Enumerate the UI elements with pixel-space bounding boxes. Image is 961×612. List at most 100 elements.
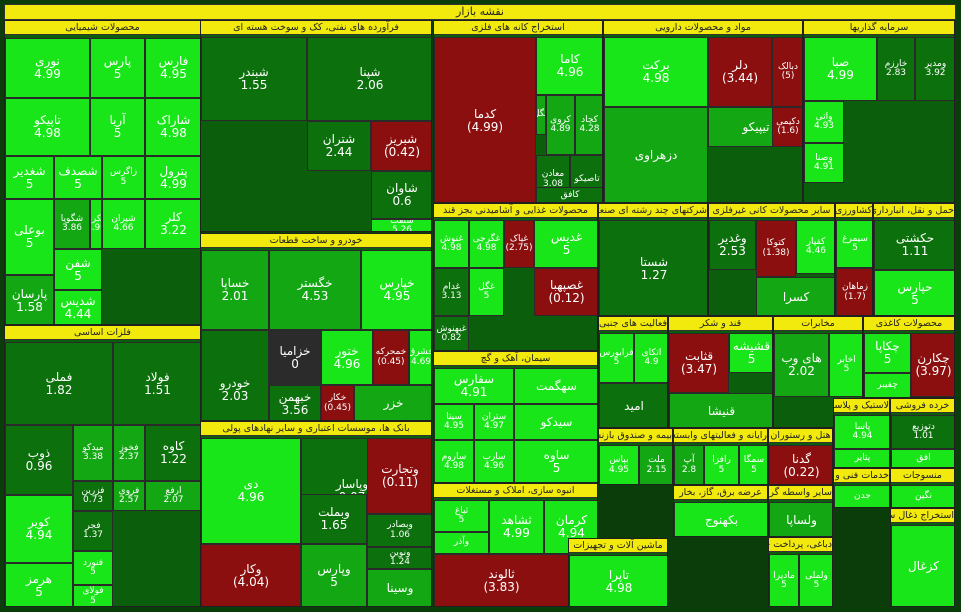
tile-شتران[interactable]: شتران 2.44	[307, 121, 371, 171]
tile-ولساپا[interactable]: ولساپا	[769, 502, 832, 536]
tile-واتی[interactable]: واتی 4.93	[804, 101, 844, 143]
tile-وغدیر[interactable]: وغدیر 2.53	[709, 220, 756, 270]
tile-غدام[interactable]: غدام 3.13	[434, 268, 469, 316]
tile-ثشاهد[interactable]: ثشاهد 4.99	[489, 500, 544, 554]
tile-نگین[interactable]: نگین	[891, 485, 954, 507]
tile-برکت[interactable]: برکت 4.98	[604, 37, 708, 107]
tile-پاسا[interactable]: پاسا 4.94	[834, 415, 889, 449]
tile-شفن[interactable]: شفن 5	[54, 249, 102, 290]
tile-مادیرا[interactable]: مادیرا 5	[769, 554, 799, 606]
tile-کچاد[interactable]: کچاد 4.28	[575, 95, 602, 155]
tile-غبهنوش[interactable]: غبهنوش 0.82	[434, 316, 469, 350]
tile-خپارس[interactable]: خپارس 4.95	[361, 250, 431, 330]
tile-سارب[interactable]: سارب 4.96	[474, 440, 514, 482]
tile-فرابورس[interactable]: فرابورس 5	[599, 333, 634, 383]
tile-چکاپا[interactable]: چکاپا 5	[864, 333, 911, 373]
tile-خبهمن[interactable]: خبهمن 3.56	[269, 385, 321, 420]
tile-ونوین[interactable]: ونوین 1.24	[367, 547, 431, 569]
tile-قثابت[interactable]: قثابت (3.47)	[669, 333, 729, 393]
tile-شاراک[interactable]: شاراک 4.98	[145, 98, 200, 156]
tile-خگستر[interactable]: خگستر 4.53	[269, 250, 361, 330]
tile-شاوان[interactable]: شاوان 0.6	[371, 171, 431, 219]
tile-تاپیکو[interactable]: تاپیکو 4.98	[5, 98, 90, 156]
tile-دزهراوی[interactable]: دزهراوی	[604, 107, 708, 202]
tile-قنیشا[interactable]: قنیشا	[669, 393, 772, 427]
tile-خمحرکه[interactable]: خمحرکه (0.45)	[373, 330, 409, 385]
tile-شگویا[interactable]: شگویا 3.86	[54, 199, 90, 249]
tile-فجر[interactable]: فجر 1.37	[73, 511, 113, 551]
tile-دلر[interactable]: دلر (3.44)	[708, 37, 772, 107]
tile-فولای[interactable]: فولای 5	[73, 585, 113, 606]
tile-زاگرس[interactable]: زاگرس 5	[102, 156, 145, 199]
tile-خودرو[interactable]: خودرو 2.03	[201, 330, 269, 420]
tile-ومدیر[interactable]: ومدیر 3.92	[915, 37, 954, 101]
tile-ساروم[interactable]: ساروم 4.98	[434, 440, 474, 482]
tile-شنفت[interactable]: شنفت 5.26	[371, 219, 431, 231]
tile-جدن[interactable]: جدن	[834, 485, 889, 507]
tile-پتایر[interactable]: پتایر	[834, 449, 889, 467]
tile-غصپهبا[interactable]: غصپهبا (0.12)	[534, 268, 597, 316]
tile-کافق[interactable]: کافق	[536, 187, 602, 202]
tile-شیران[interactable]: شیران 4.66	[102, 199, 145, 249]
tile-شستا[interactable]: شستا 1.27	[599, 220, 707, 315]
tile-غدیس[interactable]: غدیس 5	[534, 220, 597, 268]
tile-شبندر[interactable]: شبندر 1.55	[201, 37, 307, 121]
tile-ختور[interactable]: ختور 4.96	[321, 330, 373, 385]
tile-ارفع[interactable]: ارفع 2.07	[145, 481, 200, 511]
tile-شدیس[interactable]: شدیس 4.44	[54, 290, 102, 324]
tile-ثباغ[interactable]: ثباغ 5	[434, 500, 489, 532]
tile-ولملی[interactable]: ولملی 5	[799, 554, 832, 606]
tile-کفپار[interactable]: کفپار 4.46	[796, 220, 834, 274]
tile-اخابر[interactable]: اخابر 5	[829, 333, 862, 397]
tile-حکشتی[interactable]: حکشتی 1.11	[874, 220, 954, 270]
tile-وبصادر[interactable]: وبصادر 1.06	[367, 514, 431, 547]
tile-سهگمت[interactable]: سهگمت	[514, 368, 597, 404]
tile-نوری[interactable]: نوری 4.99	[5, 38, 90, 98]
tile-کدما[interactable]: کدما (4.99)	[434, 37, 536, 202]
tile-شغدیر[interactable]: شغدیر 5	[5, 156, 54, 199]
tile-ستران[interactable]: ستران 4.97	[474, 404, 514, 440]
tile-فخوز[interactable]: فخوز 2.37	[113, 425, 145, 481]
tile-میدکو[interactable]: میدکو 3.38	[73, 425, 113, 481]
tile-شپنا[interactable]: شپنا 2.06	[307, 37, 431, 121]
tile-وصنا[interactable]: وصنا 4.91	[804, 143, 844, 183]
tile-دکیمی[interactable]: دکیمی (1.6)	[772, 107, 802, 147]
tile-پارسان[interactable]: پارسان 1.58	[5, 275, 54, 324]
tile-وکار[interactable]: وکار (4.04)	[201, 544, 301, 606]
tile-وآذر[interactable]: وآذر	[434, 532, 489, 554]
tile-بپاس[interactable]: بپاس 4.95	[599, 445, 639, 484]
tile-چفیبر[interactable]: چفیبر	[864, 373, 911, 397]
tile-آریا[interactable]: آریا 5	[90, 98, 145, 156]
tile-ثالوند[interactable]: ثالوند (3.83)	[434, 554, 569, 606]
tile-دتوزیع[interactable]: دتوزیع 1.01	[891, 415, 954, 449]
tile-ذوب[interactable]: ذوب 0.96	[5, 425, 73, 495]
tile-خزر[interactable]: خزر	[354, 385, 431, 420]
tile-تاپرا[interactable]: تاپرا 4.98	[569, 555, 667, 606]
tile-دی[interactable]: دی 4.96	[201, 438, 301, 544]
tile-بوعلی[interactable]: بوعلی 5	[5, 199, 54, 275]
tile-افق[interactable]: افق	[891, 449, 954, 467]
tile-خساپا[interactable]: خساپا 2.01	[201, 250, 269, 330]
tile-فزرین[interactable]: فزرین 0.73	[73, 481, 113, 511]
tile-دبالک[interactable]: دبالک (5)	[772, 37, 802, 107]
tile-هرمز[interactable]: هرمز 5	[5, 563, 73, 606]
tile-سیدکو[interactable]: سیدکو	[514, 404, 597, 440]
tile-فولاد[interactable]: فولاد 1.51	[113, 342, 200, 425]
tile-خزامیا[interactable]: خزامیا 0	[269, 330, 321, 385]
tile-خارزم[interactable]: خارزم 2.83	[877, 37, 915, 101]
tile-کتوکا[interactable]: کتوکا (1.38)	[756, 220, 796, 277]
tile-کاوه[interactable]: کاوه 1.22	[145, 425, 200, 481]
tile-فارس[interactable]: فارس 4.95	[145, 38, 200, 98]
tile-سیمرغ[interactable]: سیمرغ 5	[836, 220, 872, 268]
tile-فملی[interactable]: فملی 1.82	[5, 342, 113, 425]
tile-وپارس[interactable]: وپارس 5	[301, 544, 367, 606]
tile-چکارن[interactable]: چکارن (3.97)	[911, 333, 954, 397]
tile-خشرق[interactable]: خشرق 4.69	[409, 330, 431, 385]
tile-کزغال[interactable]: کزغال	[891, 525, 954, 606]
tile-سمگا[interactable]: سمگا 5	[739, 445, 767, 484]
tile-وتجارت[interactable]: وتجارت (0.11)	[367, 438, 431, 514]
tile-قشیشه[interactable]: قشیشه 5	[729, 333, 772, 373]
tile-فروی[interactable]: فروی 2.57	[113, 481, 145, 511]
tile-خکار[interactable]: خکار (0.45)	[321, 385, 354, 420]
tile-گدنا[interactable]: گدنا (0.22)	[769, 445, 832, 484]
